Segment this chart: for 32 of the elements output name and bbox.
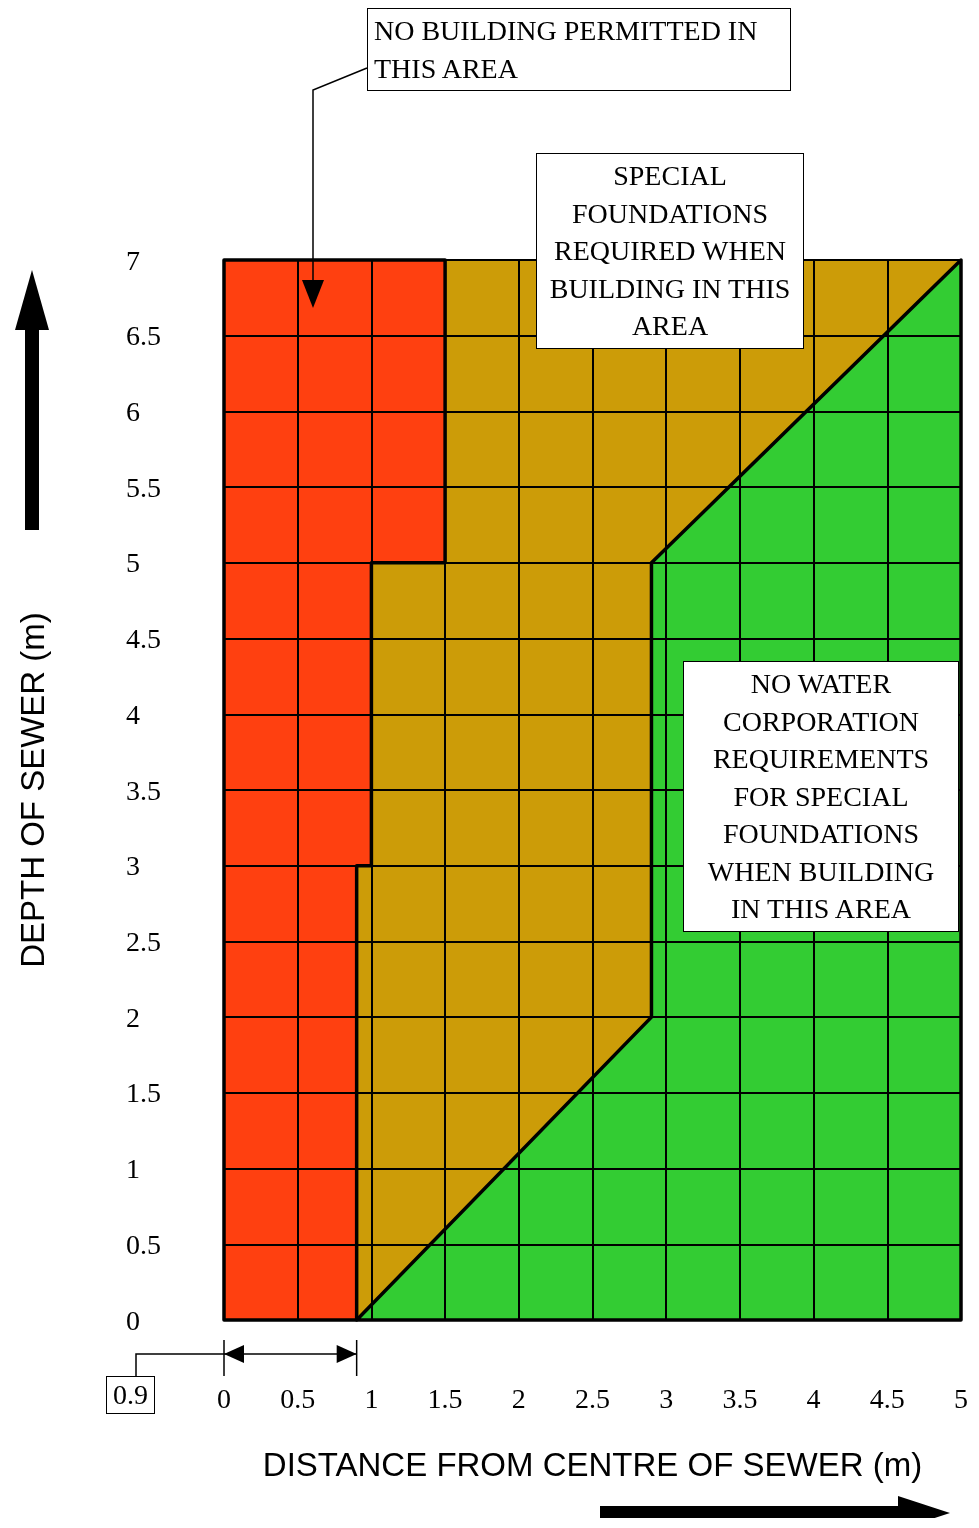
y-tick-label: 5 bbox=[126, 547, 140, 579]
y-tick-label: 2.5 bbox=[126, 925, 161, 957]
x-tick-label: 4 bbox=[806, 1382, 821, 1414]
y-axis-title: DEPTH OF SEWER (m) bbox=[14, 612, 51, 968]
y-tick-label: 3 bbox=[126, 850, 140, 882]
y-tick-label: 0.5 bbox=[126, 1228, 161, 1260]
x-tick-label: 2.5 bbox=[575, 1382, 610, 1414]
y-tick-label: 1.5 bbox=[126, 1077, 161, 1109]
x-axis-title: DISTANCE FROM CENTRE OF SEWER (m) bbox=[262, 1446, 923, 1483]
x-tick-label: 4.5 bbox=[869, 1382, 905, 1414]
y-tick-label: 4 bbox=[126, 698, 140, 730]
text: 0.9 bbox=[106, 1376, 155, 1414]
y-tick-label: 6 bbox=[126, 395, 140, 427]
x-tick-label: 0.5 bbox=[280, 1382, 316, 1414]
x-tick-label: 1 bbox=[364, 1382, 379, 1414]
y-tick-label: 4.5 bbox=[126, 623, 161, 655]
x-tick-label: 3 bbox=[659, 1382, 674, 1414]
x-tick-label: 3.5 bbox=[722, 1382, 758, 1414]
y-tick-label: 7 bbox=[126, 244, 140, 276]
x-tick-label: 1.5 bbox=[427, 1382, 463, 1414]
x-tick-label: 0 bbox=[217, 1382, 231, 1414]
y-tick-label: 1 bbox=[126, 1153, 140, 1185]
y-tick-label: 2 bbox=[126, 1001, 140, 1033]
x-tick-label: 2 bbox=[511, 1382, 526, 1414]
y-tick-label: 6.5 bbox=[126, 320, 161, 352]
x-tick-label: 5 bbox=[954, 1382, 968, 1414]
y-tick-label: 3.5 bbox=[126, 774, 161, 806]
annotation: NO WATER CORPORATION REQUIREMENTS FOR SPECIAL FOUNDATIONS WHEN BUILDING IN THIS AREA bbox=[683, 661, 959, 932]
y-tick-label: 5.5 bbox=[126, 471, 161, 503]
annotation: SPECIAL FOUNDATIONS REQUIRED WHEN BUILDING IN THIS AREA bbox=[536, 153, 804, 349]
text: NO BUILDING PERMITTED IN THIS AREA bbox=[367, 8, 791, 91]
y-tick-label: 0 bbox=[126, 1304, 140, 1336]
